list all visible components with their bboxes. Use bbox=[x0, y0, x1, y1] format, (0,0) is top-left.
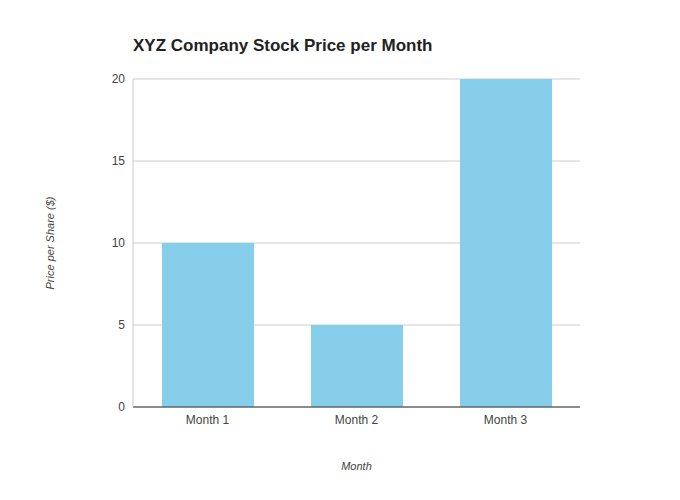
html-text:XYZ Company Stock Price per Mo: XYZ Company Stock Price per Month bbox=[133, 36, 433, 55]
svg-text:15: 15 bbox=[112, 154, 126, 168]
svg-text:Month 1: Month 1 bbox=[186, 413, 230, 427]
svg-text:Month 2: Month 2 bbox=[335, 413, 379, 427]
svg-text:5: 5 bbox=[118, 318, 125, 332]
html-text:Month: Month bbox=[341, 460, 372, 472]
svg-text:20: 20 bbox=[112, 72, 126, 86]
svg-text:Month 3: Month 3 bbox=[484, 413, 528, 427]
html-text:Price per Share ($): Price per Share ($) bbox=[44, 196, 56, 290]
svg-text:0: 0 bbox=[118, 400, 125, 414]
svg-text:10: 10 bbox=[112, 236, 126, 250]
